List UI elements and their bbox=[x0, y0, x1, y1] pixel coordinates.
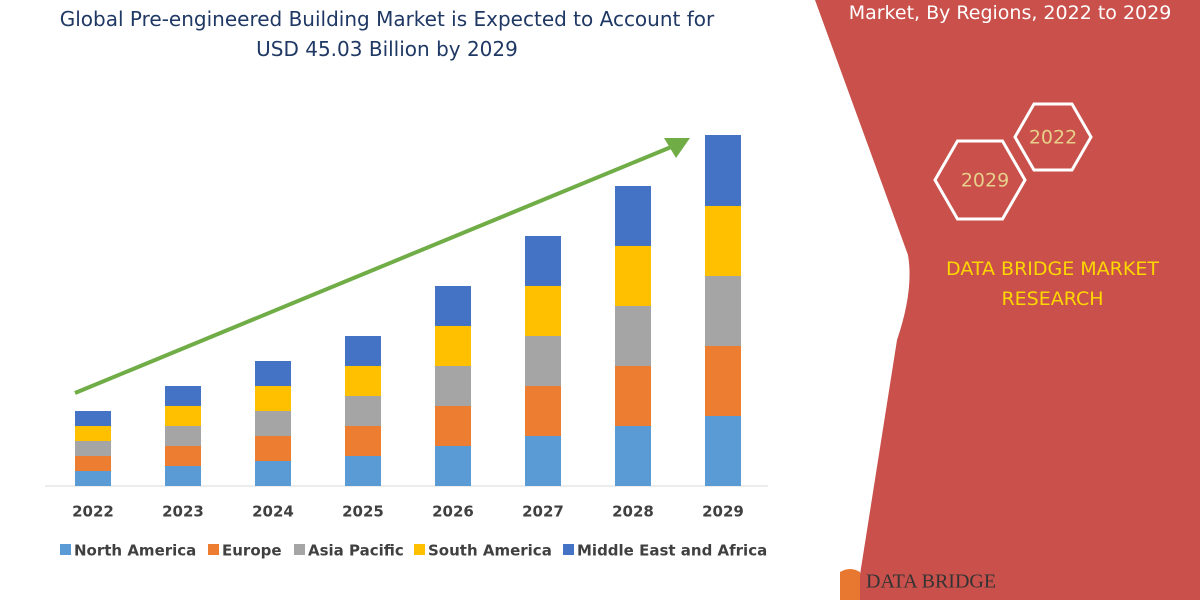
chart-title: Global Pre-engineered Building Market is… bbox=[59, 7, 715, 61]
bar-segment bbox=[525, 386, 561, 436]
hexagon bbox=[1013, 102, 1093, 172]
x-tick-label: 2025 bbox=[342, 503, 384, 521]
bar-segment bbox=[165, 386, 201, 406]
bar-segment bbox=[435, 326, 471, 366]
bar-segment bbox=[75, 471, 111, 486]
x-tick-label: 2023 bbox=[162, 503, 204, 521]
bar-segment bbox=[255, 411, 291, 436]
legend-swatch bbox=[294, 544, 305, 555]
bar-segment bbox=[705, 276, 741, 346]
bar-segment bbox=[705, 135, 741, 206]
bar-segment bbox=[345, 336, 381, 366]
logo-text: DATA BRIDGE bbox=[866, 571, 996, 593]
bar-segment bbox=[705, 346, 741, 416]
bar-segment bbox=[75, 441, 111, 456]
bar-segment bbox=[705, 206, 741, 276]
bar-segment bbox=[255, 461, 291, 486]
bar-segment bbox=[255, 436, 291, 461]
bar-segment bbox=[75, 426, 111, 441]
x-tick-label: 2029 bbox=[702, 503, 744, 521]
hexagon bbox=[933, 139, 1027, 221]
bar-segment bbox=[435, 406, 471, 446]
legend-swatch bbox=[563, 544, 574, 555]
trend-arrow bbox=[74, 143, 677, 395]
bar-segment bbox=[615, 366, 651, 426]
hexagon-label: 2022 bbox=[1029, 127, 1077, 149]
side-panel bbox=[815, 0, 1200, 600]
legend-label: Asia Pacific bbox=[308, 542, 404, 560]
hexagon-label: 2029 bbox=[961, 170, 1009, 192]
legend-label: Middle East and Africa bbox=[577, 542, 767, 560]
bar-segment bbox=[255, 386, 291, 411]
bar-segment bbox=[435, 366, 471, 406]
legend-swatch bbox=[60, 544, 71, 555]
x-tick-label: 2024 bbox=[252, 503, 294, 521]
x-tick-label: 2027 bbox=[522, 503, 564, 521]
bar-segment bbox=[255, 361, 291, 386]
bar-segment bbox=[345, 366, 381, 396]
bar-segment bbox=[75, 456, 111, 471]
bar-segment bbox=[525, 436, 561, 486]
arrow-head bbox=[664, 138, 690, 158]
x-tick-label: 2028 bbox=[612, 503, 654, 521]
bar-segment bbox=[705, 416, 741, 486]
x-tick-label: 2026 bbox=[432, 503, 474, 521]
legend-swatch bbox=[414, 544, 425, 555]
legend-label: North America bbox=[74, 542, 196, 560]
bar-segment bbox=[345, 456, 381, 486]
legend-label: Europe bbox=[222, 542, 282, 560]
bar-segment bbox=[615, 306, 651, 366]
panel-heading: Market, By Regions, 2022 to 2029 bbox=[848, 2, 1172, 24]
bar-segment bbox=[165, 406, 201, 426]
bar-segment bbox=[165, 446, 201, 466]
bar-segment bbox=[435, 286, 471, 326]
bar-segment bbox=[345, 396, 381, 426]
legend-swatch bbox=[208, 544, 219, 555]
brand-name: DATA BRIDGE MARKET RESEARCH bbox=[946, 258, 1159, 310]
bar-segment bbox=[525, 336, 561, 386]
bar-segment bbox=[615, 186, 651, 246]
bar-segment bbox=[435, 446, 471, 486]
bar-segment bbox=[615, 426, 651, 486]
bar-segment bbox=[615, 246, 651, 306]
bar-segment bbox=[75, 411, 111, 426]
legend-label: South America bbox=[428, 542, 552, 560]
bar-segment bbox=[165, 466, 201, 486]
logo-icon bbox=[840, 569, 860, 600]
bar-segment bbox=[345, 426, 381, 456]
bar-segment bbox=[525, 286, 561, 336]
bar-segment bbox=[165, 426, 201, 446]
bar-segment bbox=[525, 236, 561, 286]
x-tick-label: 2022 bbox=[72, 503, 114, 521]
